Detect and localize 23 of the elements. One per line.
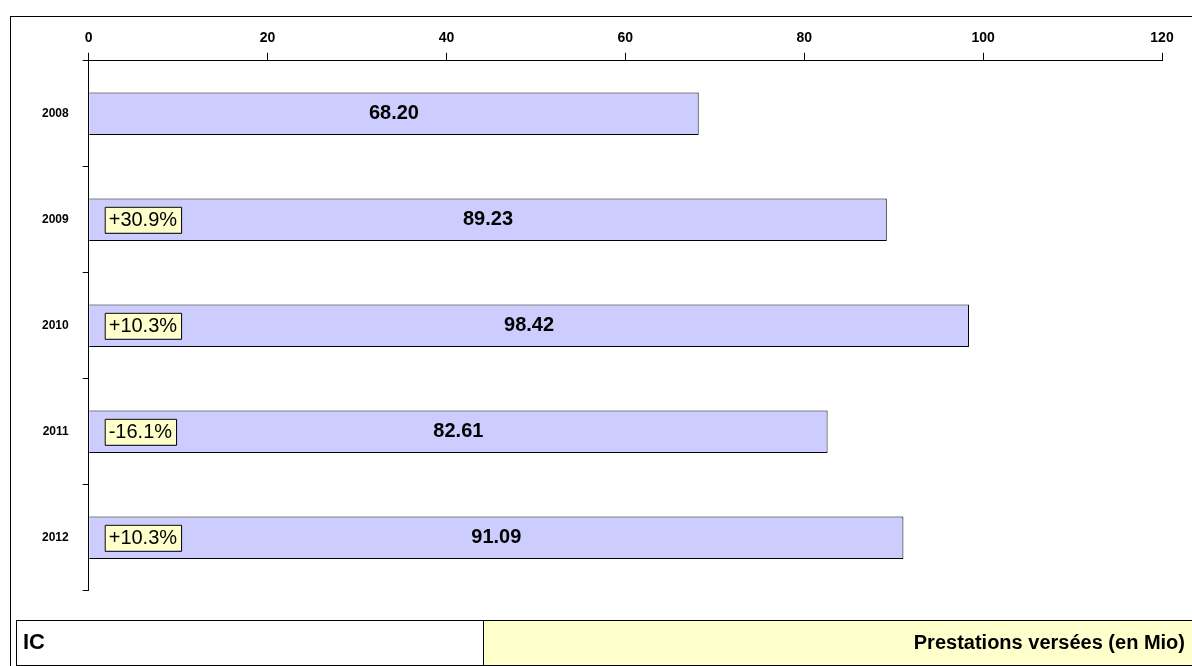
x-tick-label: 80 — [796, 29, 813, 46]
y-tick-label: 2012 — [41, 530, 70, 545]
annotation: +10.3% — [108, 526, 178, 549]
x-tick-label: 0 — [84, 29, 93, 46]
text: Prestations versées (en Mio) — [484, 620, 1192, 666]
x-tick-label: 100 — [971, 29, 996, 46]
data-label: 98.42 — [504, 313, 555, 336]
annotation: +10.3% — [108, 314, 178, 337]
x-tick-label: 60 — [617, 29, 634, 46]
data-label: 91.09 — [471, 525, 522, 548]
y-tick-label: 2009 — [41, 212, 70, 227]
y-tick-label: 2008 — [41, 106, 70, 121]
data-label: 68.20 — [368, 101, 419, 124]
x-tick-label: 40 — [438, 29, 455, 46]
data-label: 82.61 — [433, 419, 484, 442]
x-tick-label: 120 — [1150, 29, 1174, 46]
annotation: -16.1% — [108, 420, 173, 443]
y-tick-label: 2010 — [41, 318, 70, 333]
text: IC — [16, 620, 484, 666]
x-tick-label: 20 — [259, 29, 276, 46]
data-label: 89.23 — [462, 207, 514, 230]
y-tick-label: 2011 — [42, 424, 70, 439]
annotation: +30.9% — [108, 208, 178, 231]
